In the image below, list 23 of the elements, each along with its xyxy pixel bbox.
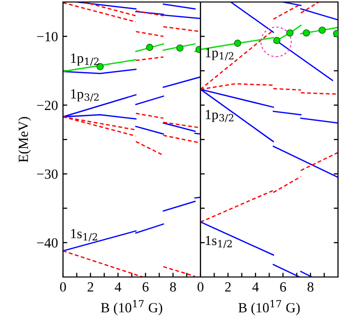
x-tick-label: 0 [60, 282, 66, 292]
annotation: 1p$_{1/2}$ [206, 48, 234, 60]
x-tick-label: 4 [114, 282, 122, 292]
x-tick-label: 0 [198, 282, 204, 292]
x-tick-label: 2 [225, 282, 231, 292]
annotation: 1p$_{3/2}$ [206, 110, 234, 122]
x-tick-label: 2 [88, 282, 94, 292]
x-axis-title: B (10$^{17}$ G) [238, 300, 300, 316]
annotation: 1s$_{1/2}$ [206, 236, 232, 248]
y-axis-title: E(MeV) [18, 116, 31, 162]
y-tick-label: −40 [37, 238, 58, 248]
x-tick-label: 6 [280, 282, 286, 292]
y-tick-label: −20 [37, 100, 58, 110]
x-tick-label: 6 [142, 282, 149, 292]
annotation: 1s$_{1/2}$ [71, 229, 98, 242]
x-tick-label: 4 [252, 282, 259, 292]
x-axis-title: B (10$^{17}$ G) [100, 300, 162, 316]
x-tick-label: 8 [170, 282, 176, 292]
y-tick-label: −30 [37, 169, 58, 179]
x-tick-label: 8 [308, 282, 314, 292]
annotation: 1p$_{3/2}$ [71, 89, 99, 102]
y-tick-label: −10 [37, 32, 58, 42]
annotation: 1p$_{1/2}$ [71, 54, 99, 66]
